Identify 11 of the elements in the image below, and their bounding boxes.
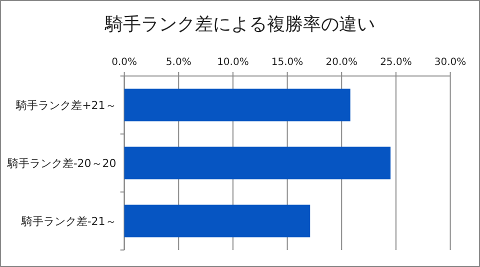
y-tick-label: 騎手ランク差-20～20 xyxy=(6,157,116,170)
x-tick-label: 0.0% xyxy=(112,57,138,68)
x-tick-label: 5.0% xyxy=(166,57,192,68)
x-tick-label: 15.0% xyxy=(271,57,304,68)
x-tick-label: 20.0% xyxy=(326,57,358,68)
x-tick-label: 25.0% xyxy=(380,57,412,68)
y-tick-label: 騎手ランク差+21～ xyxy=(15,99,116,112)
x-tick-label: 10.0% xyxy=(217,57,249,68)
y-tick-label: 騎手ランク差-21～ xyxy=(20,215,116,228)
chart-title: 騎手ランク差による複勝率の違い xyxy=(104,14,375,35)
x-tick-label: 30.0% xyxy=(434,57,466,68)
